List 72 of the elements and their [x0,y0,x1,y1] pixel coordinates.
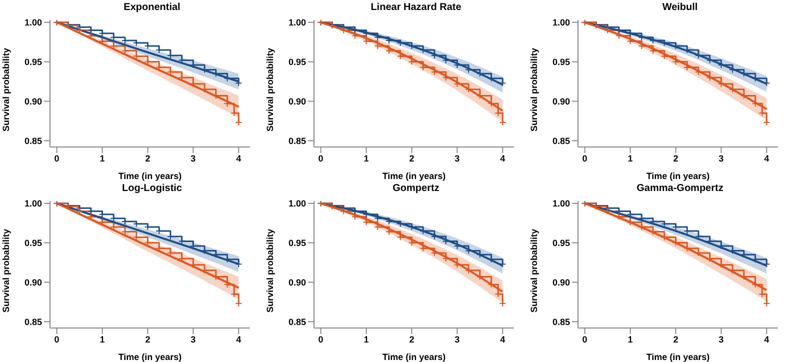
y-tick-label: 1.00 [24,18,42,28]
x-tick-label: 3 [454,334,460,344]
x-tick-label: 2 [409,153,414,164]
y-tick-label: 1.00 [552,198,570,209]
x-axis-title: Time (in years) [382,171,446,181]
x-tick-label: 1 [100,334,105,344]
y-tick-label: 0.85 [288,316,306,327]
x-tick-label: 3 [718,334,724,344]
y-tick-label: 0.85 [24,316,42,327]
chart-title: Weibull [661,2,699,13]
x-tick-label: 0 [318,153,324,164]
x-tick-label: 3 [190,334,196,344]
y-tick-label: 0.90 [288,277,306,288]
y-axis-title: Survival probability [1,228,12,312]
x-tick-label: 2 [673,153,678,164]
chart-title: Exponential [122,2,182,13]
x-tick-label: 2 [145,334,150,344]
x-tick-label: 3 [454,153,460,164]
x-tick-label: 0 [54,153,60,164]
y-axis-title: Survival probability [265,228,276,312]
y-tick-label: 0.85 [552,136,570,146]
x-tick-label: 4 [764,334,770,344]
y-tick-label: 0.90 [24,277,42,288]
y-tick-label: 0.85 [552,316,570,327]
y-tick-label: 1.00 [288,198,306,209]
x-tick-label: 1 [364,153,369,164]
y-tick-label: 1.00 [24,198,42,209]
y-tick-label: 0.95 [552,57,570,67]
x-axis-title: Time (in years) [118,352,182,362]
x-tick-label: 4 [500,334,506,344]
y-tick-label: 0.90 [552,277,570,288]
x-axis-title: Time (in years) [118,171,182,181]
x-axis-title: Time (in years) [646,352,710,362]
x-tick-label: 4 [500,153,506,164]
x-tick-label: 1 [364,334,369,344]
y-tick-label: 1.00 [288,18,306,28]
x-tick-label: 0 [318,334,324,344]
x-tick-label: 2 [673,334,678,344]
y-tick-label: 0.85 [288,136,306,146]
y-axis-title: Survival probability [1,48,12,132]
x-tick-label: 1 [628,153,633,164]
x-axis-title: Time (in years) [382,352,446,362]
y-tick-label: 0.95 [24,238,42,248]
x-tick-label: 4 [236,153,242,164]
y-tick-label: 0.90 [288,96,306,106]
x-tick-label: 2 [409,334,414,344]
x-tick-label: 4 [764,153,770,164]
x-tick-label: 0 [582,153,588,164]
x-axis-title: Time (in years) [646,171,710,181]
y-tick-label: 0.95 [552,238,570,248]
y-axis-title: Survival probability [529,228,540,312]
y-tick-label: 0.95 [288,238,306,248]
y-axis-title: Survival probability [265,48,276,132]
x-tick-label: 3 [718,153,724,164]
x-tick-label: 3 [190,153,196,164]
y-tick-label: 1.00 [552,18,570,28]
y-tick-label: 0.90 [552,96,570,106]
chart-title: Linear Hazard Rate [370,2,462,13]
y-tick-label: 0.95 [288,57,306,67]
x-tick-label: 4 [236,334,242,344]
y-tick-label: 0.90 [24,96,42,106]
x-tick-label: 2 [145,153,150,164]
x-tick-label: 1 [628,334,633,344]
chart-title: Log-Logistic [121,183,183,194]
chart-title: Gompertz [392,183,440,194]
y-tick-label: 0.85 [24,136,42,146]
y-tick-label: 0.95 [24,57,42,67]
y-axis-title: Survival probability [529,48,540,132]
x-tick-label: 1 [100,153,105,164]
chart-title: Gamma-Gompertz [636,183,724,194]
x-tick-label: 0 [54,334,60,344]
x-tick-label: 0 [582,334,588,344]
